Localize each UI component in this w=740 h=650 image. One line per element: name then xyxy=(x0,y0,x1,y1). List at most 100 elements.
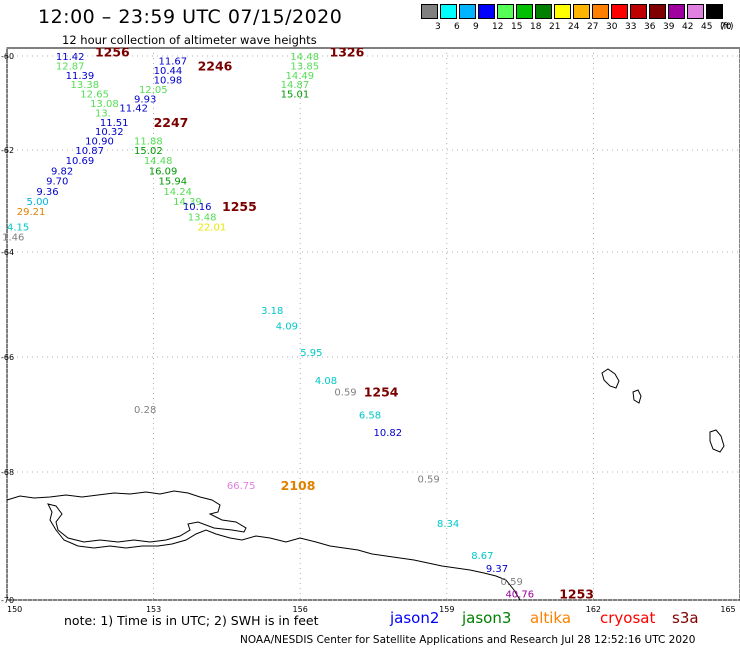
wave-height-value: 6.58 xyxy=(359,411,381,422)
wave-height-value: 11.88 xyxy=(134,137,163,148)
wave-height-value: 14.48 xyxy=(144,156,173,167)
wave-height-value: 11.51 xyxy=(100,118,129,129)
wave-height-observations: 11.4212.8711.3913.3812.6513.0813.11.5110… xyxy=(2,52,534,601)
wave-height-value: 12.87 xyxy=(56,61,85,72)
wave-height-value: 12.05 xyxy=(139,85,168,96)
wave-height-value: 14.48 xyxy=(290,52,319,63)
pass-time-labels: 1256 2246 1326 2247 1255 1254 2108 1253 xyxy=(95,44,594,601)
wave-height-value: 66.75 xyxy=(227,481,256,492)
map-title: 12:00 – 23:59 UTC 07/15/2020 xyxy=(38,6,343,28)
legend-label: 39 xyxy=(663,22,675,32)
wave-height-value: 11.67 xyxy=(158,57,187,68)
wave-height-value: 0.59 xyxy=(417,474,439,485)
legend-swatch xyxy=(687,4,704,19)
wave-height-value: 15.01 xyxy=(281,90,310,101)
wave-height-value: 9.36 xyxy=(36,187,58,198)
legend-swatch xyxy=(516,4,533,19)
legend-label: 12 xyxy=(492,22,504,32)
wave-height-value: 22.01 xyxy=(198,223,227,234)
legend-swatch xyxy=(440,4,457,19)
legend-swatch xyxy=(592,4,609,19)
latitude-tick-label: -60 xyxy=(1,52,14,61)
legend-label: 9 xyxy=(473,22,479,32)
pass-time-label: 1255 xyxy=(222,199,257,214)
wave-height-value: 13.85 xyxy=(290,61,319,72)
longitude-tick-label: 162 xyxy=(586,605,601,614)
longitude-tick-label: 165 xyxy=(720,605,735,614)
longitude-tick-label: 156 xyxy=(293,605,308,614)
wave-height-value: 13.08 xyxy=(90,99,119,110)
wave-height-value: 10.32 xyxy=(95,127,124,138)
coastline xyxy=(6,368,725,601)
wave-height-value: 13.38 xyxy=(71,80,100,91)
pass-time-label: 1326 xyxy=(330,44,365,59)
satellite-legend-entry: jason2 xyxy=(390,609,440,627)
wave-height-value: 0.59 xyxy=(334,388,356,399)
wave-height-value: 10.90 xyxy=(85,137,114,148)
wave-height-value: 9.70 xyxy=(46,177,68,188)
legend-swatch xyxy=(668,4,685,19)
wave-height-value: 11.39 xyxy=(66,71,95,82)
legend-swatch xyxy=(535,4,552,19)
legend-label: 15 xyxy=(511,22,523,32)
wave-height-value: 9.82 xyxy=(51,166,73,177)
footnote: note: 1) Time is in UTC; 2) SWH is in fe… xyxy=(64,613,319,628)
latitude-tick-label: -68 xyxy=(1,468,14,477)
wave-height-value: 8.34 xyxy=(437,519,459,530)
wave-height-value: 10.87 xyxy=(75,146,104,157)
island-north xyxy=(601,368,620,389)
pass-time-label: 1254 xyxy=(364,385,399,400)
pass-time-label: 2247 xyxy=(154,115,189,130)
legend-label: 27 xyxy=(587,22,599,32)
wave-height-value: 15.94 xyxy=(158,177,187,188)
legend-swatch xyxy=(497,4,514,19)
longitude-tick-label: 159 xyxy=(439,605,454,614)
wave-height-value: 29.21 xyxy=(17,207,46,218)
wave-height-value: 13. xyxy=(95,108,111,119)
wave-height-value: 11.42 xyxy=(119,104,148,115)
legend-label: 33 xyxy=(625,22,637,32)
latitude-tick-label: -66 xyxy=(1,353,14,362)
wave-height-value: 16.09 xyxy=(149,166,178,177)
island-middle xyxy=(632,389,642,404)
pass-time-label: 2108 xyxy=(281,478,316,493)
wave-height-value: 10.82 xyxy=(374,428,403,439)
satellite-legend-entry: altika xyxy=(530,609,572,627)
wave-height-value: 14.24 xyxy=(163,187,192,198)
legend-label: 18 xyxy=(530,22,542,32)
wave-height-value: 12.65 xyxy=(80,90,109,101)
longitude-tick-label: 150 xyxy=(7,605,22,614)
latitude-tick-label: -62 xyxy=(1,146,14,155)
wave-height-value: 4.08 xyxy=(315,376,337,387)
wave-height-value: 8.67 xyxy=(471,551,493,562)
legend-swatch xyxy=(478,4,495,19)
wave-height-value: 9.37 xyxy=(486,564,508,575)
latitude-tick-label: -64 xyxy=(1,248,14,257)
wave-height-value: 10.44 xyxy=(154,66,183,77)
wave-height-value: 14.49 xyxy=(286,71,315,82)
legend-swatch xyxy=(706,4,723,19)
wave-height-value: 14.39 xyxy=(173,197,202,208)
map-subtitle: 12 hour collection of altimeter wave hei… xyxy=(62,33,317,47)
wave-height-value: 11.42 xyxy=(56,52,85,63)
legend-swatch xyxy=(649,4,666,19)
wave-height-value: 0.59 xyxy=(501,577,523,588)
satellite-legend-entry: s3a xyxy=(672,609,699,627)
legend-label: 6 xyxy=(454,22,460,32)
legend-label: 45 xyxy=(701,22,713,32)
credit-line: NOAA/NESDIS Center for Satellite Applica… xyxy=(240,634,696,646)
legend-label: 3 xyxy=(435,22,441,32)
wave-height-value: 13.48 xyxy=(188,212,217,223)
wave-height-value: 9.93 xyxy=(134,94,156,105)
wave-height-value: 14.87 xyxy=(281,80,310,91)
legend-swatch xyxy=(554,4,571,19)
legend-swatch xyxy=(630,4,647,19)
legend-swatch xyxy=(573,4,590,19)
wave-height-value: 5.95 xyxy=(300,348,322,359)
pass-time-label: 2246 xyxy=(198,58,233,73)
legend-swatch xyxy=(459,4,476,19)
wave-height-value: 40.76 xyxy=(505,590,534,601)
wave-height-value: 5.00 xyxy=(27,197,49,208)
